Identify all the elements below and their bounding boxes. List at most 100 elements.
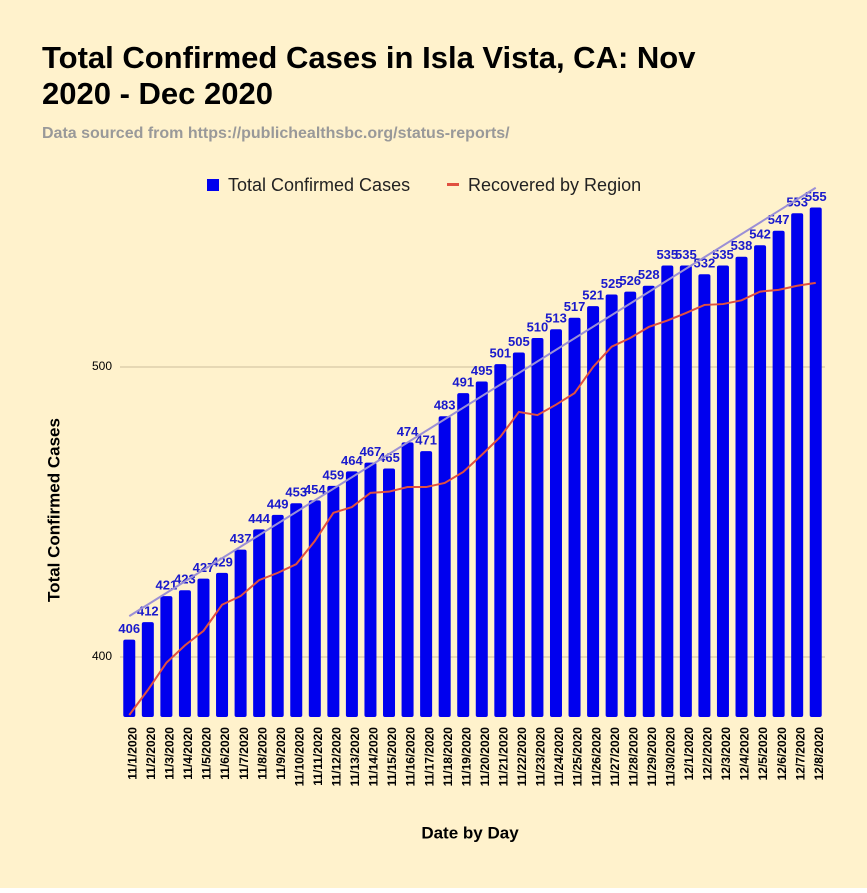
legend-label: Total Confirmed Cases xyxy=(228,175,410,195)
bar xyxy=(271,514,284,717)
y-axis-title: Total Confirmed Cases xyxy=(44,418,63,602)
bar xyxy=(661,265,674,717)
x-tick-label: 12/6/2020 xyxy=(775,727,789,781)
bar xyxy=(679,265,692,717)
x-tick-label: 12/4/2020 xyxy=(738,727,752,781)
data-label: 547 xyxy=(768,212,790,227)
bar xyxy=(383,468,396,717)
x-tick-label: 11/1/2020 xyxy=(125,727,139,780)
x-tick-label: 11/16/2020 xyxy=(404,727,418,787)
data-label: 501 xyxy=(489,346,511,361)
bar xyxy=(141,622,154,717)
bar xyxy=(364,462,377,717)
x-tick-label: 11/26/2020 xyxy=(589,727,603,787)
x-tick-label: 12/7/2020 xyxy=(793,727,807,781)
bar xyxy=(512,352,525,717)
x-tick-label: 11/20/2020 xyxy=(478,727,492,787)
data-label: 535 xyxy=(675,247,697,262)
x-tick-label: 11/5/2020 xyxy=(200,727,214,780)
x-tick-label: 12/2/2020 xyxy=(701,727,715,781)
bar xyxy=(735,256,748,717)
data-label: 454 xyxy=(304,482,326,497)
x-tick-label: 11/4/2020 xyxy=(181,727,195,780)
data-label: 521 xyxy=(582,288,604,303)
bar xyxy=(253,529,266,717)
data-label: 535 xyxy=(712,247,734,262)
x-tick-label: 11/3/2020 xyxy=(163,727,177,780)
x-tick-label: 11/17/2020 xyxy=(422,727,436,787)
data-label: 535 xyxy=(656,247,678,262)
data-label: 464 xyxy=(341,453,363,468)
data-label: 459 xyxy=(323,467,345,482)
bar xyxy=(197,578,210,717)
data-label: 483 xyxy=(434,398,456,413)
x-tick-label: 11/13/2020 xyxy=(348,727,362,787)
data-label: 427 xyxy=(193,560,215,575)
data-label: 444 xyxy=(248,511,270,526)
data-label: 555 xyxy=(805,189,827,204)
x-tick-label: 11/11/2020 xyxy=(311,727,325,786)
bar xyxy=(754,245,767,717)
x-tick-label: 11/28/2020 xyxy=(626,727,640,787)
x-tick-label: 12/5/2020 xyxy=(756,727,770,781)
bar xyxy=(345,471,358,717)
bar xyxy=(494,364,507,717)
x-tick-label: 11/10/2020 xyxy=(292,727,306,787)
bar xyxy=(234,549,247,717)
bar xyxy=(327,485,340,717)
x-axis-title: Date by Day xyxy=(421,823,519,842)
x-tick-label: 11/15/2020 xyxy=(385,727,399,787)
bar xyxy=(290,503,303,717)
bar xyxy=(420,451,433,717)
x-tick-label: 12/1/2020 xyxy=(682,727,696,781)
bar xyxy=(568,317,581,717)
data-label: 412 xyxy=(137,604,159,619)
data-label: 542 xyxy=(749,227,771,242)
x-tick-label: 12/3/2020 xyxy=(719,727,733,781)
data-label: 474 xyxy=(397,424,419,439)
bar xyxy=(624,291,637,717)
x-tick-label: 11/19/2020 xyxy=(459,727,473,787)
bar xyxy=(809,207,822,717)
bar xyxy=(716,265,729,717)
x-tick-label: 11/25/2020 xyxy=(571,727,585,787)
bar xyxy=(216,572,229,717)
bar xyxy=(587,306,600,717)
x-tick-label: 11/9/2020 xyxy=(274,727,288,780)
bar xyxy=(123,639,136,717)
bar xyxy=(457,393,470,717)
data-label: 465 xyxy=(378,450,400,465)
bar xyxy=(308,500,321,717)
legend-swatch xyxy=(207,179,219,191)
data-label: 453 xyxy=(285,485,307,500)
x-tick-label: 11/29/2020 xyxy=(645,727,659,787)
data-label: 505 xyxy=(508,334,530,349)
bar xyxy=(772,230,785,717)
bar xyxy=(605,294,618,717)
x-tick-label: 11/30/2020 xyxy=(663,727,677,787)
data-label: 510 xyxy=(527,319,549,334)
x-tick-label: 11/22/2020 xyxy=(515,727,529,787)
x-tick-label: 11/21/2020 xyxy=(497,727,511,787)
x-tick-label: 11/2/2020 xyxy=(144,727,158,780)
data-label: 513 xyxy=(545,311,567,326)
x-tick-label: 11/18/2020 xyxy=(441,727,455,787)
data-label: 538 xyxy=(731,238,753,253)
data-label: 553 xyxy=(786,195,808,210)
line xyxy=(128,281,816,716)
chart-title: Total Confirmed Cases in Isla Vista, CA:… xyxy=(42,40,696,111)
bar xyxy=(160,596,173,717)
x-tick-label: 11/8/2020 xyxy=(255,727,269,780)
x-tick-label: 11/27/2020 xyxy=(608,727,622,787)
data-label: 429 xyxy=(211,554,233,569)
bar xyxy=(401,442,414,717)
bar xyxy=(475,381,488,717)
bar xyxy=(531,337,544,717)
data-label: 437 xyxy=(230,531,252,546)
data-label: 528 xyxy=(638,267,660,282)
x-tick-label: 11/7/2020 xyxy=(237,727,251,780)
bar xyxy=(178,590,191,717)
bar xyxy=(698,274,711,717)
bar xyxy=(791,213,804,718)
